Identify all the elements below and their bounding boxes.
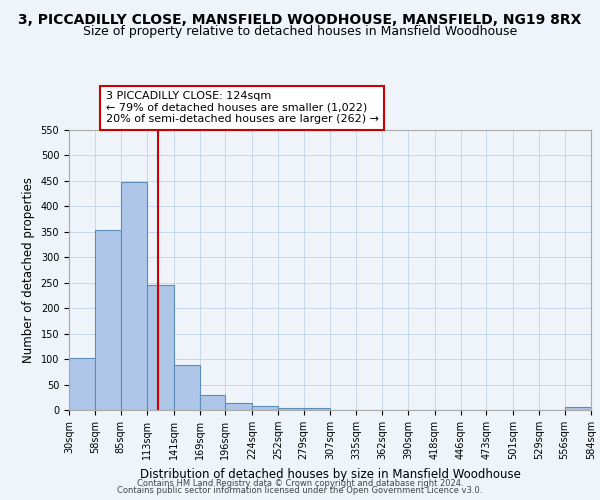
- Text: 3, PICCADILLY CLOSE, MANSFIELD WOODHOUSE, MANSFIELD, NG19 8RX: 3, PICCADILLY CLOSE, MANSFIELD WOODHOUSE…: [19, 12, 581, 26]
- Bar: [565, 408, 591, 410]
- Bar: [278, 408, 304, 410]
- Text: Contains public sector information licensed under the Open Government Licence v3: Contains public sector information licen…: [118, 486, 482, 495]
- Y-axis label: Number of detached properties: Number of detached properties: [22, 177, 35, 363]
- Bar: [304, 408, 330, 410]
- Bar: [226, 403, 252, 410]
- Bar: [121, 182, 147, 410]
- X-axis label: Distribution of detached houses by size in Mansfield Woodhouse: Distribution of detached houses by size …: [140, 468, 520, 480]
- Bar: [147, 285, 173, 410]
- Bar: [200, 394, 226, 410]
- Text: Contains HM Land Registry data © Crown copyright and database right 2024.: Contains HM Land Registry data © Crown c…: [137, 478, 463, 488]
- Bar: [252, 406, 278, 410]
- Bar: [173, 365, 200, 410]
- Bar: [69, 358, 95, 410]
- Text: Size of property relative to detached houses in Mansfield Woodhouse: Size of property relative to detached ho…: [83, 25, 517, 38]
- Text: 3 PICCADILLY CLOSE: 124sqm
← 79% of detached houses are smaller (1,022)
20% of s: 3 PICCADILLY CLOSE: 124sqm ← 79% of deta…: [106, 91, 379, 124]
- Bar: [95, 230, 121, 410]
